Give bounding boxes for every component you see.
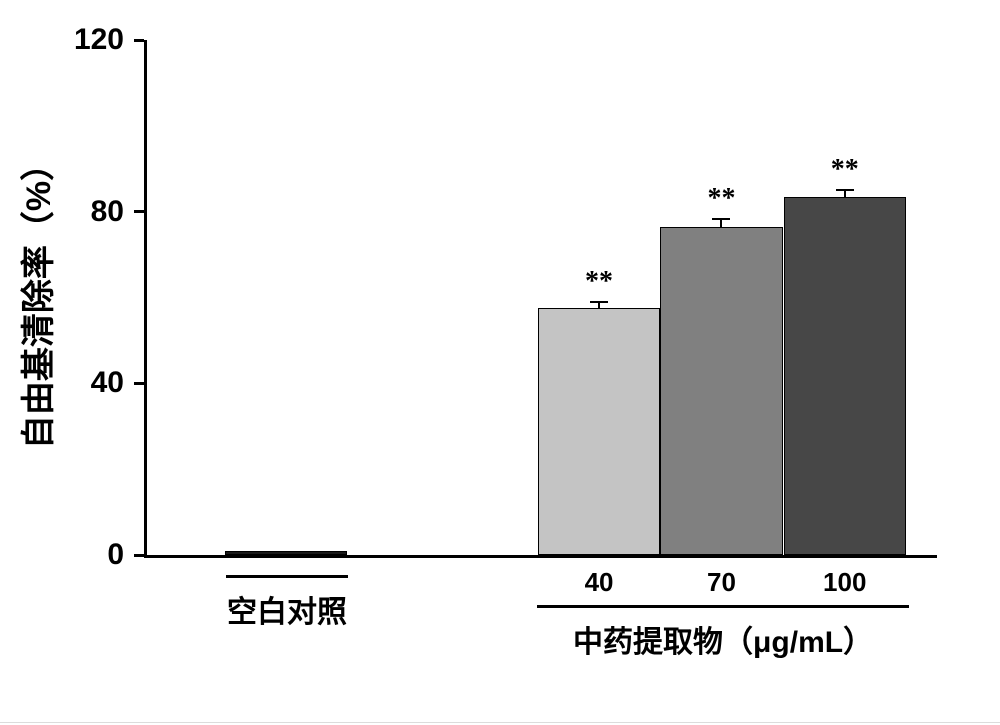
group-rule [226, 575, 348, 578]
ytick-label: 40 [91, 366, 124, 400]
x-sublabel: 100 [823, 567, 866, 598]
bar [538, 308, 660, 555]
ytick-mark [134, 39, 144, 42]
ytick-label: 80 [91, 195, 124, 229]
error-bar-stem [720, 219, 722, 227]
ytick-label: 120 [74, 23, 124, 57]
bottom-divider [0, 722, 1000, 723]
bar-chart: 04080120自由基清除率（%）空白对照**40**70**100中药提取物（… [0, 0, 1000, 725]
x-sublabel: 40 [585, 567, 614, 598]
bar [225, 551, 347, 555]
bar [784, 197, 906, 555]
x-group-title: 空白对照 [227, 587, 347, 631]
error-bar-cap [590, 301, 608, 303]
ytick-mark [134, 210, 144, 213]
ytick-mark [134, 554, 144, 557]
group-rule [537, 605, 908, 608]
error-bar-cap [712, 218, 730, 220]
ytick-mark [134, 382, 144, 385]
ytick-label: 0 [107, 538, 124, 572]
bar [660, 227, 782, 555]
x-sublabel: 70 [707, 567, 736, 598]
x-group-title: 中药提取物（μg/mL） [573, 617, 873, 661]
error-bar-cap [836, 189, 854, 191]
y-axis-title: 自由基清除率（%） [11, 146, 60, 448]
